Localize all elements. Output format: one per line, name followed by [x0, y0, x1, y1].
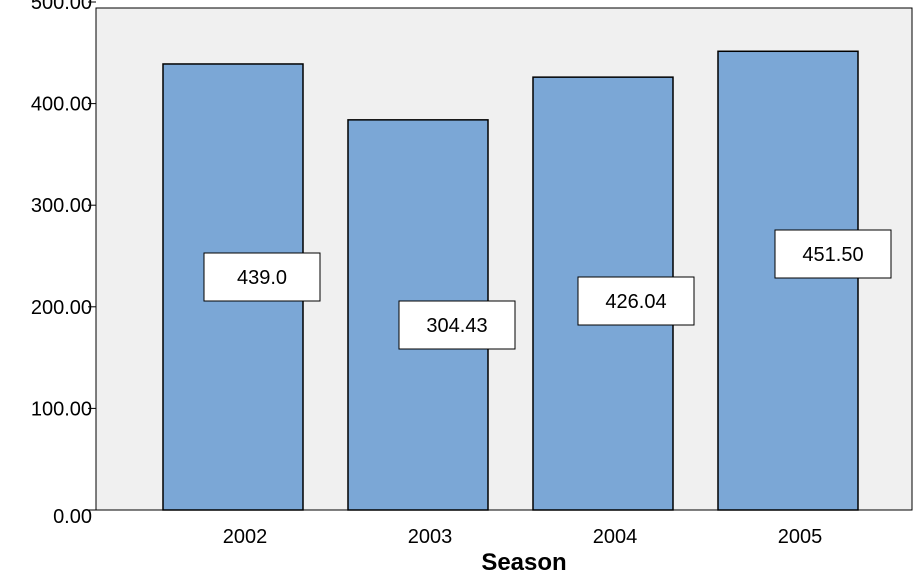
data-label-2005: 451.50 [802, 244, 863, 266]
data-label-2003: 304.43 [426, 315, 487, 337]
y-tick-label: 400.00 [31, 94, 92, 116]
x-tick-label-2005: 2005 [778, 526, 823, 548]
data-labels-layer: 439.0 304.43 426.04 451.50 [203, 229, 892, 350]
data-label-box-2003 [398, 300, 516, 350]
y-tick-label: 300.00 [31, 195, 92, 217]
y-tick-label: 200.00 [31, 297, 92, 319]
data-label-box-2002 [203, 252, 321, 302]
bar-2005 [717, 50, 859, 511]
y-tick-label: 100.00 [31, 398, 92, 420]
x-axis-title: Season [481, 549, 566, 576]
data-label-box-2005 [774, 229, 892, 279]
y-tick-label: 0.00 [53, 506, 92, 528]
x-tick-label-2004: 2004 [593, 526, 638, 548]
x-axis-ticks: 2002 2003 2004 2005 [223, 526, 823, 548]
y-axis-ticks: 0.00 100.00 200.00 300.00 400.00 500.00 [31, 0, 96, 528]
data-label-2004: 426.04 [605, 291, 666, 313]
data-label-box-2004 [577, 276, 695, 326]
data-label-2002: 439.0 [237, 267, 287, 289]
x-tick-label-2003: 2003 [408, 526, 453, 548]
x-tick-label-2002: 2002 [223, 526, 268, 548]
y-tick-label: 500.00 [31, 0, 92, 14]
